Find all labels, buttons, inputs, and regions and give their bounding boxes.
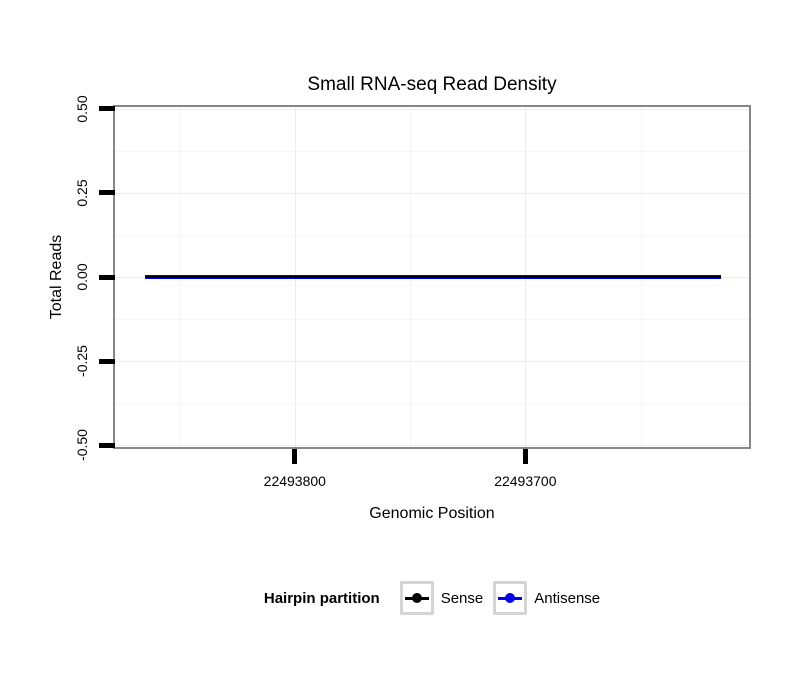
- chart-title: Small RNA-seq Read Density: [307, 74, 557, 95]
- legend-entry-sense: Sense: [399, 581, 484, 615]
- grid-major-horizontal: [115, 445, 749, 447]
- legend-key-sense: [399, 581, 434, 615]
- x-axis-title: Genomic Position: [369, 505, 495, 522]
- grid-minor-horizontal: [115, 403, 749, 405]
- y-tick-label: 0.00: [74, 263, 90, 291]
- legend-label-antisense: Antisense: [534, 589, 601, 607]
- series-line-sense: [144, 276, 722, 278]
- legend: Hairpin partition Sense Antisense: [115, 578, 749, 618]
- y-tick-label: 0.50: [74, 95, 90, 123]
- sense-point-icon: [411, 593, 422, 603]
- grid-major-horizontal: [115, 108, 749, 110]
- y-axis-title: Total Reads: [48, 234, 65, 320]
- legend-key-antisense: [493, 581, 528, 615]
- antisense-point-icon: [505, 593, 516, 603]
- grid-minor-horizontal: [115, 150, 749, 152]
- x-tick-mark: [292, 449, 298, 464]
- legend-title: Hairpin partition: [263, 589, 380, 607]
- grid-major-horizontal: [115, 192, 749, 194]
- grid-major-horizontal: [115, 361, 749, 363]
- y-tick-label: 0.25: [74, 179, 90, 207]
- x-tick-label: 22493700: [494, 473, 557, 489]
- plot-panel: [113, 105, 751, 449]
- grid-minor-horizontal: [115, 234, 749, 236]
- y-tick-label: -0.25: [74, 345, 90, 378]
- grid-minor-horizontal: [115, 319, 749, 321]
- x-tick-label: 22493800: [263, 473, 326, 489]
- y-tick-label: -0.50: [74, 429, 90, 462]
- legend-label-sense: Sense: [440, 589, 484, 607]
- legend-entry-antisense: Antisense: [493, 581, 600, 615]
- x-tick-mark: [522, 449, 528, 464]
